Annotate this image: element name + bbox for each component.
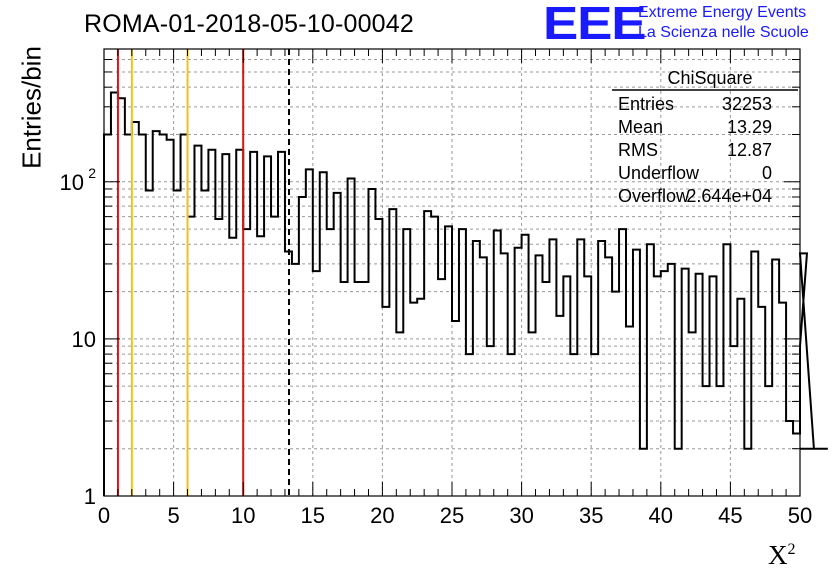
x-tick-label: 35	[579, 503, 603, 528]
stats-label: Entries	[618, 94, 674, 114]
x-tick-label: 20	[370, 503, 394, 528]
stats-value: 13.29	[727, 117, 772, 137]
histogram-line	[103, 91, 828, 496]
page-title: ROMA-01-2018-05-10-00042	[84, 10, 414, 38]
x-tick-label: 45	[718, 503, 742, 528]
logo-subtitle-1: Extreme Energy Events	[638, 4, 807, 21]
y-tick-label: 10	[60, 170, 84, 195]
stats-label: Mean	[618, 117, 663, 137]
x-tick-label: 10	[231, 503, 255, 528]
stats-value: 0	[762, 163, 772, 183]
logo-subtitle-2: La Scienza nelle Scuole	[638, 24, 809, 41]
x-tick-label: 25	[440, 503, 464, 528]
y-tick-label: 1	[84, 484, 96, 509]
x-axis-label: X2	[768, 540, 796, 570]
stats-value: 12.87	[727, 140, 772, 160]
x-tick-label: 5	[167, 503, 179, 528]
x-tick-label: 40	[649, 503, 673, 528]
stats-label: Underflow	[618, 163, 700, 183]
y-tick-label: 10	[72, 327, 96, 352]
x-tick-label: 50	[788, 503, 812, 528]
eee-logo: EEE	[543, 0, 647, 49]
stats-label: RMS	[618, 140, 658, 160]
stats-value: 2.644e+04	[686, 186, 772, 206]
x-tick-label: 30	[509, 503, 533, 528]
stats-value: 32253	[722, 94, 772, 114]
x-tick-label: 0	[98, 503, 110, 528]
y-tick-label-exponent: 2	[88, 165, 96, 181]
stats-label: Overflow	[618, 186, 690, 206]
stats-title: ChiSquare	[667, 68, 752, 88]
x-tick-label: 15	[301, 503, 325, 528]
